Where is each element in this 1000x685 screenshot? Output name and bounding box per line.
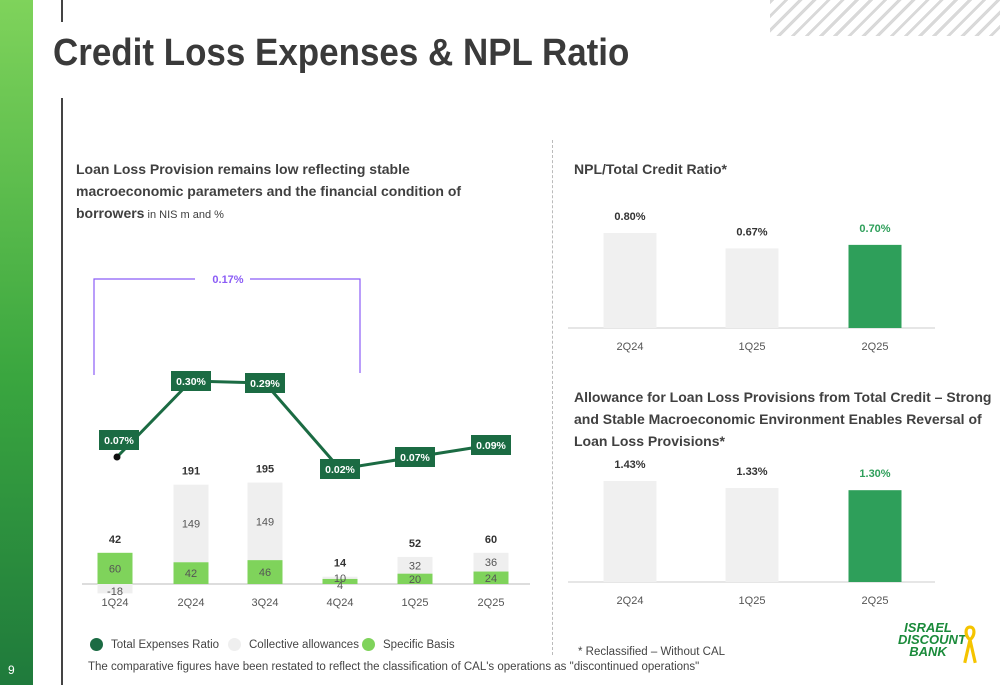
chart2-value-2Q24: 0.80% [614, 211, 645, 223]
logo-line-1: ISRAEL [904, 620, 952, 635]
chart2-bar-2Q24 [603, 233, 657, 328]
collective-value-1Q25: 32 [409, 560, 421, 572]
x-tick-2Q25: 2Q25 [478, 597, 505, 609]
legend-ratio: Total Expenses Ratio [90, 638, 219, 651]
ratio-label-box-3Q24 [245, 373, 285, 393]
specific-value-4Q24: 10 [334, 573, 346, 585]
allowance-chart-title: Allowance for Loan Loss Provisions from … [574, 389, 992, 449]
collective-bar-4Q24 [322, 576, 358, 579]
x-tick-4Q24: 4Q24 [327, 597, 354, 609]
ratio-label-box-1Q24 [99, 430, 139, 450]
collective-value-2Q24: 149 [182, 518, 200, 530]
ratio-label-box-2Q25 [471, 435, 511, 455]
chart2-value-2Q25: 0.70% [859, 223, 890, 235]
page-number: 9 [8, 663, 15, 677]
comparative-footnote: The comparative figures have been restat… [88, 661, 700, 673]
chart3-x-tick-1Q25: 1Q25 [739, 595, 766, 607]
chart3-bar-2Q25 [848, 490, 902, 582]
ratio-label-3Q24: 0.29% [250, 378, 280, 390]
specific-value-2Q24: 42 [185, 568, 197, 580]
npl-chart-title: NPL/Total Credit Ratio* [574, 161, 727, 177]
side-accent-bar [0, 0, 33, 685]
left-subtitle-bold: Loan Loss Provision remains low reflecti… [76, 161, 462, 221]
ratio-label-2Q24: 0.30% [176, 376, 206, 388]
chart3-value-2Q25: 1.30% [859, 468, 890, 480]
left-chart-subtitle: Loan Loss Provision remains low reflecti… [76, 158, 506, 226]
total-value-1Q24: 42 [109, 534, 121, 546]
total-value-2Q25: 60 [485, 534, 497, 546]
collective-value-1Q24: -18 [107, 586, 123, 598]
specific-value-3Q24: 46 [259, 567, 271, 579]
ratio-label-4Q24: 0.02% [325, 464, 355, 476]
legend-specific-label: Specific Basis [383, 638, 455, 651]
section-divider [552, 140, 553, 655]
ratio-label-2Q25: 0.09% [476, 440, 506, 452]
specific-value-2Q25: 24 [485, 573, 497, 585]
ratio-label-1Q25: 0.07% [400, 452, 430, 464]
collective-value-3Q24: 149 [256, 516, 274, 528]
specific-value-1Q24: 60 [109, 563, 121, 575]
collective-value-2Q25: 36 [485, 557, 497, 569]
ratio-start-point [113, 453, 121, 461]
specific-bar-2Q25 [473, 571, 509, 584]
specific-bar-4Q24 [322, 578, 358, 584]
legend-ratio-swatch [90, 638, 103, 651]
chart3-x-tick-2Q25: 2Q25 [862, 595, 889, 607]
hatch-decoration [770, 0, 1000, 36]
ratio-label-1Q24: 0.07% [104, 435, 134, 447]
chart2-x-tick-2Q24: 2Q24 [617, 341, 644, 353]
legend-collective-swatch [228, 638, 241, 651]
average-bracket [93, 278, 361, 375]
specific-bar-3Q24 [247, 560, 283, 584]
chart2-x-tick-1Q25: 1Q25 [739, 341, 766, 353]
x-tick-2Q24: 2Q24 [178, 597, 205, 609]
specific-bar-1Q24 [97, 552, 133, 584]
logo-line-2: DISCOUNT [898, 632, 966, 647]
top-rule [61, 0, 63, 22]
chart2-bar-1Q25 [725, 248, 779, 328]
average-bracket-label: 0.17% [212, 274, 243, 286]
logo-line-3: BANK [909, 644, 947, 659]
collective-bar-2Q25 [473, 552, 509, 572]
legend-specific: Specific Basis [362, 638, 455, 651]
specific-bar-1Q25 [397, 573, 433, 584]
specific-value-1Q25: 20 [409, 574, 421, 586]
chart3-bar-2Q24 [603, 481, 657, 582]
legend-collective: Collective allowances [228, 638, 359, 651]
ratio-label-box-1Q25 [395, 447, 435, 467]
collective-value-4Q24: 4 [337, 580, 343, 592]
ratio-label-box-2Q24 [171, 371, 211, 391]
collective-bar-2Q24 [173, 484, 209, 563]
chart2-bar-2Q25 [848, 244, 902, 328]
total-value-2Q24: 191 [182, 466, 200, 478]
legend-specific-swatch [362, 638, 375, 651]
ratio-label-box-4Q24 [320, 459, 360, 479]
chart3-value-1Q25: 1.33% [736, 466, 767, 478]
collective-bar-1Q24 [97, 584, 133, 594]
legend-ratio-label: Total Expenses Ratio [111, 638, 220, 651]
chart2-value-1Q25: 0.67% [736, 226, 767, 238]
legend-collective-label: Collective allowances [249, 638, 359, 651]
collective-bar-3Q24 [247, 482, 283, 561]
collective-bar-1Q25 [397, 556, 433, 574]
yellow-ribbon-icon [963, 625, 977, 664]
page-title: Credit Loss Expenses & NPL Ratio [53, 32, 630, 74]
left-rule [61, 98, 63, 685]
x-tick-1Q24: 1Q24 [102, 597, 129, 609]
specific-bar-2Q24 [173, 562, 209, 584]
chart3-bar-1Q25 [725, 488, 779, 582]
chart3-x-tick-2Q24: 2Q24 [617, 595, 644, 607]
total-value-4Q24: 14 [334, 558, 347, 570]
x-tick-3Q24: 3Q24 [252, 597, 279, 609]
reclassified-footnote: * Reclassified – Without CAL [578, 646, 726, 658]
chart3-value-2Q24: 1.43% [614, 459, 645, 471]
total-value-1Q25: 52 [409, 538, 421, 550]
total-value-3Q24: 195 [256, 464, 274, 476]
bank-logo: ISRAEL DISCOUNT BANK [898, 620, 966, 659]
x-tick-1Q25: 1Q25 [402, 597, 429, 609]
chart2-x-tick-2Q25: 2Q25 [862, 341, 889, 353]
left-subtitle-unit: in NIS m and % [144, 209, 224, 221]
